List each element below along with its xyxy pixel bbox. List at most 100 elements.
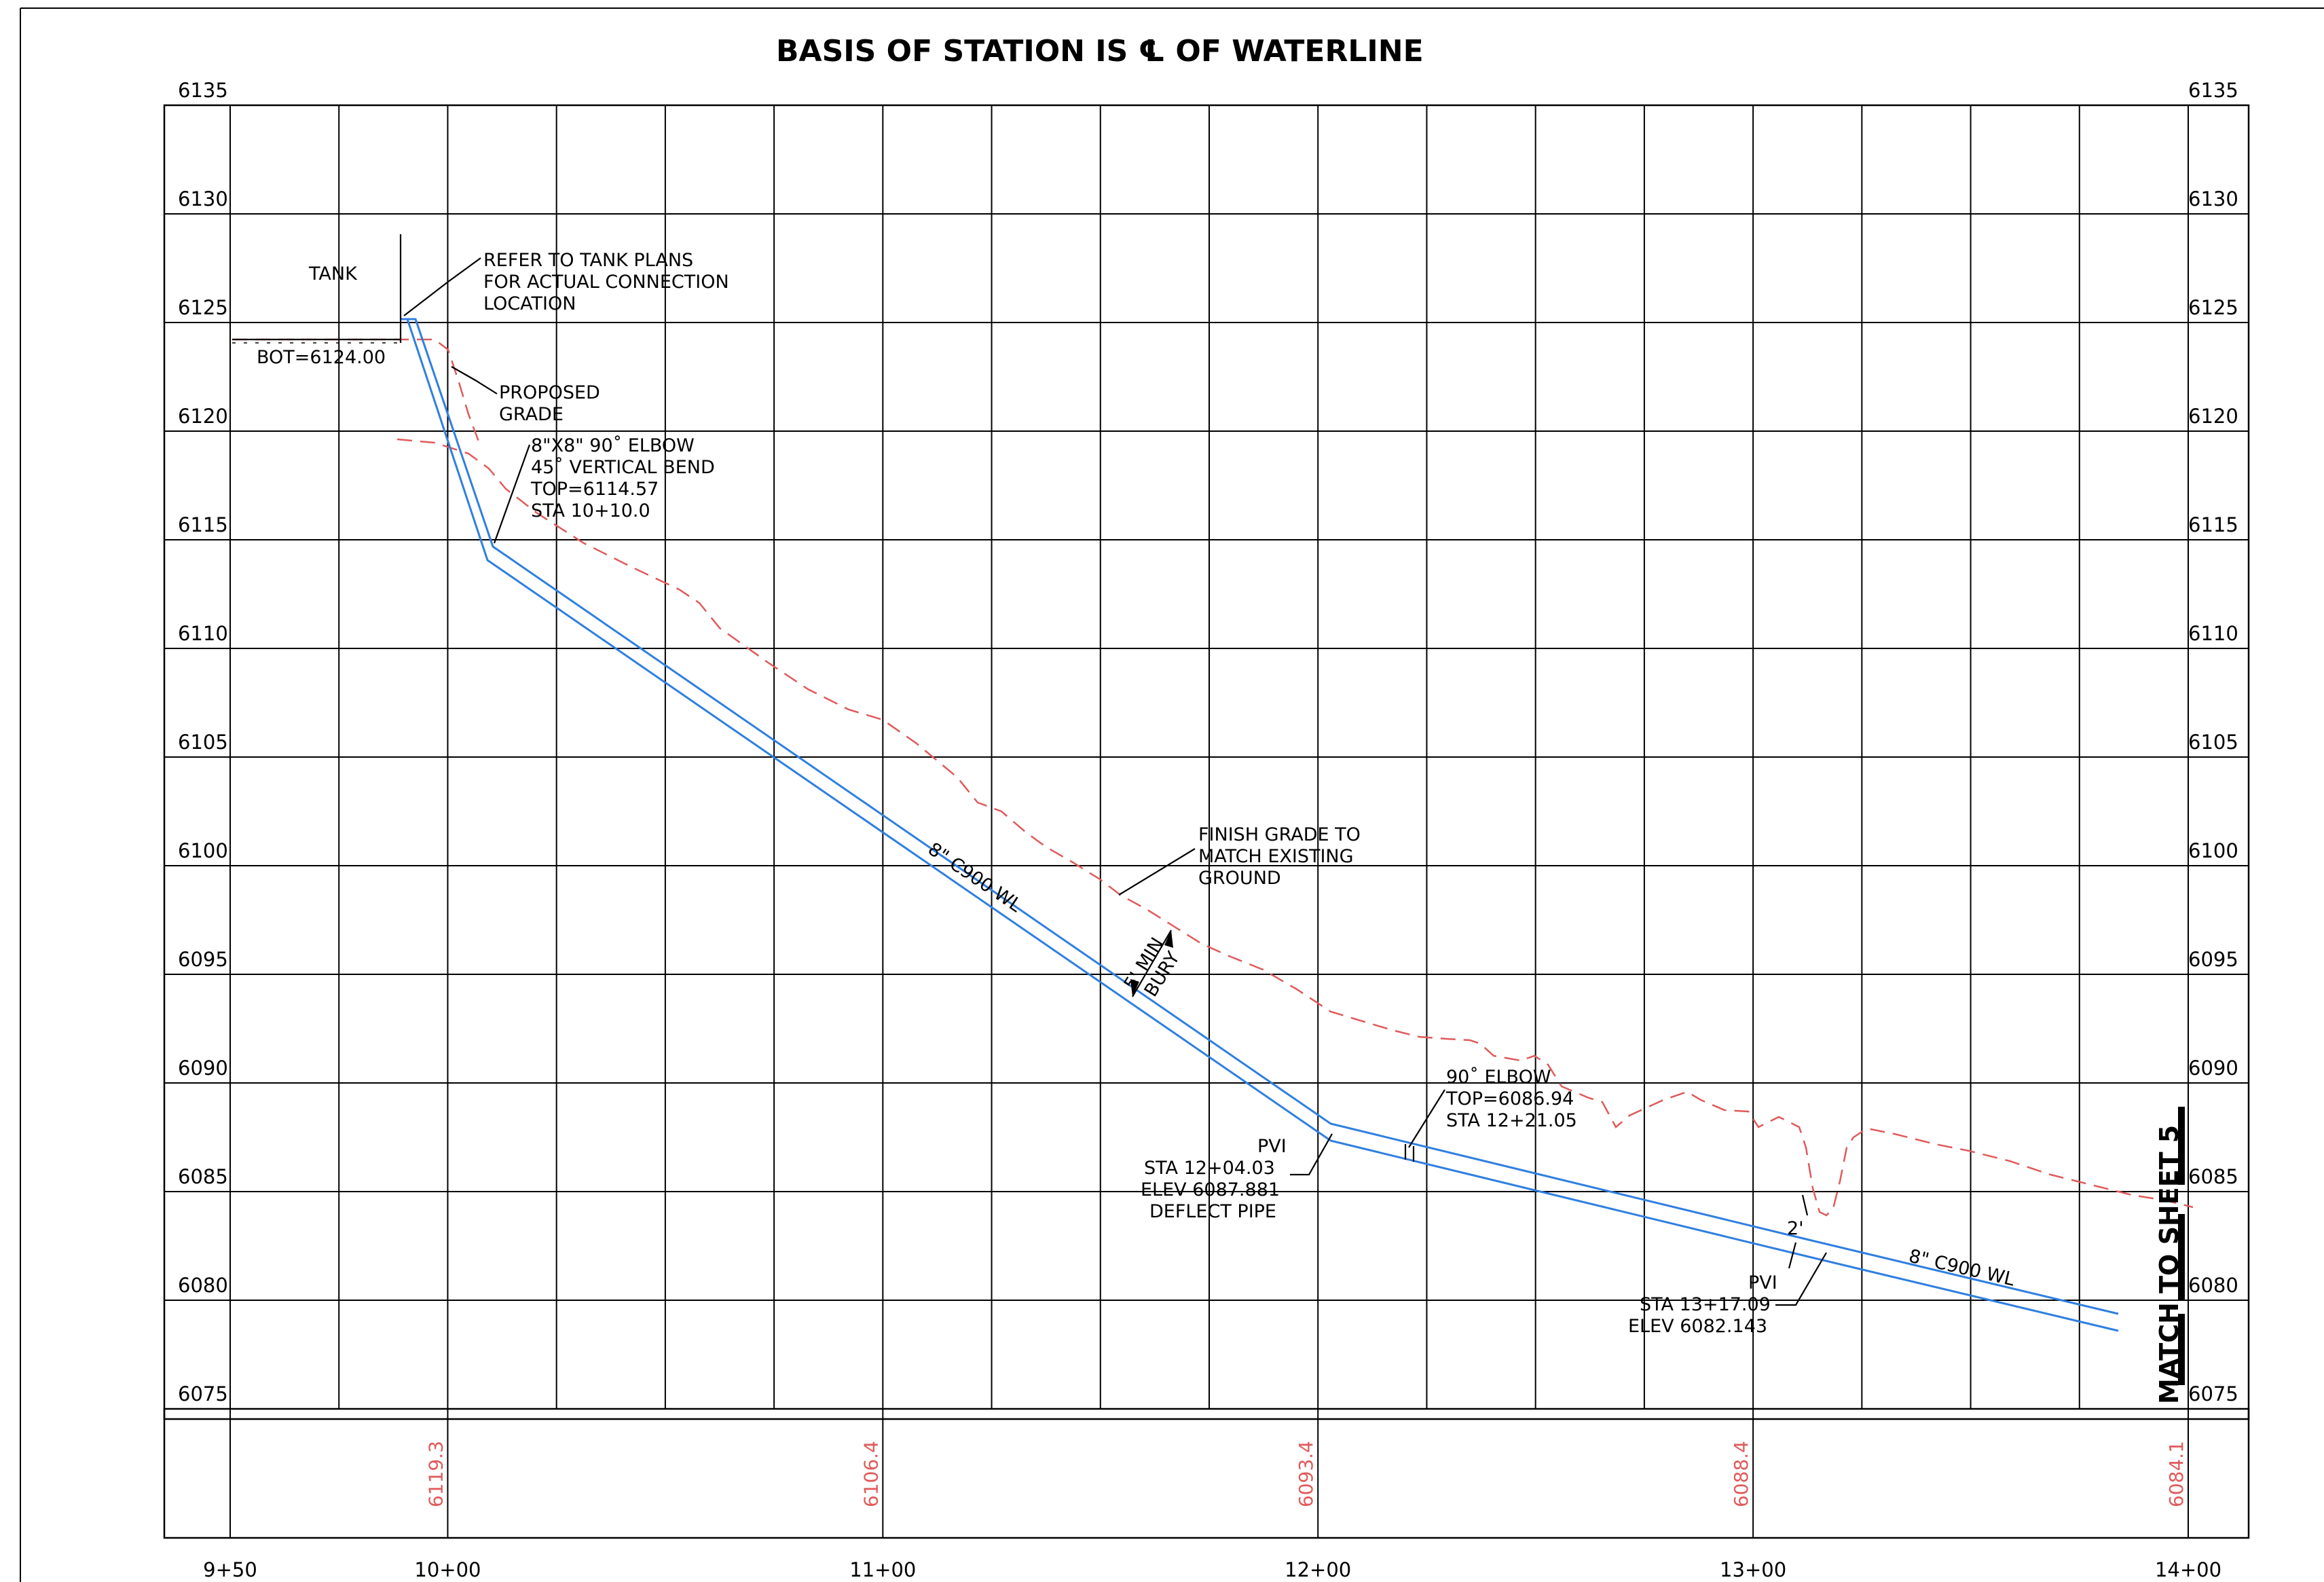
elevation-label-left: 6105 <box>178 731 228 754</box>
tank: TANK BOT=6124.00 <box>232 234 402 368</box>
station-label: 11+00 <box>849 1558 916 1581</box>
match-label: MATCH TO SHEET 5 <box>2154 1125 2184 1404</box>
elevation-label-left: 6100 <box>178 839 228 862</box>
refer-line-3: LOCATION <box>483 293 576 314</box>
bury-arrow-top <box>1164 930 1173 948</box>
dim-2-line-top <box>1801 1194 1809 1216</box>
proposed-grade-note: PROPOSED GRADE <box>451 366 600 425</box>
elevation-label-right: 6095 <box>2188 948 2238 971</box>
elevation-label-left: 6085 <box>178 1165 228 1188</box>
elbow-1-note: 8"X8" 90˚ ELBOW 45˚ VERTICAL BEND TOP=61… <box>493 435 715 544</box>
elevation-label-left: 6110 <box>178 622 228 645</box>
station-label: 9+50 <box>203 1558 257 1581</box>
elevation-label-right: 6090 <box>2188 1056 2238 1080</box>
pvi2-line-1: PVI <box>1748 1272 1777 1293</box>
elbow1-leader <box>493 444 531 544</box>
tank-bottom-elevation: BOT=6124.00 <box>257 347 386 368</box>
pvi2-line-3: ELEV 6082.143 <box>1628 1316 1767 1337</box>
elevation-label-right: 6130 <box>2188 187 2238 210</box>
elbow1-line-1: 8"X8" 90˚ ELBOW <box>531 435 695 456</box>
station-label: 12+00 <box>1285 1558 1351 1581</box>
pvi2-leader <box>1775 1252 1827 1306</box>
elevation-label-left: 6080 <box>178 1274 228 1297</box>
elevation-label-right: 6115 <box>2188 513 2238 536</box>
elbow1-line-4: STA 10+10.0 <box>531 500 650 521</box>
elevation-labels-left: 6135 6130 6125 6120 6115 6110 6105 6100 6095 6090… <box>178 79 228 1405</box>
ground-elevation-label: 6106.4 <box>860 1441 882 1507</box>
finish-line-1: FINISH GRADE TO <box>1198 824 1361 845</box>
two-foot-dimension: 2' <box>1787 1194 1809 1269</box>
bury-dimension-line <box>1132 930 1172 997</box>
elbow2-leader <box>1408 1089 1445 1148</box>
elevation-label-right: 6120 <box>2188 405 2238 428</box>
elevation-label-left: 6135 <box>178 79 228 102</box>
pvi1-line-3: ELEV 6087.881 <box>1141 1179 1280 1200</box>
horizontal-grid-lines <box>164 213 2249 1301</box>
waterline-pipe-top <box>401 318 2119 1315</box>
elevation-label-left: 6095 <box>178 948 228 971</box>
elevation-label-left: 6130 <box>178 187 228 210</box>
grid-frame <box>163 104 2250 1420</box>
existing-grade-line <box>396 438 2194 1217</box>
finish-line-3: GROUND <box>1198 868 1281 889</box>
elevation-label-right: 6100 <box>2188 839 2238 862</box>
ground-elevation-label: 6088.4 <box>1730 1441 1752 1507</box>
elevation-label-left: 6090 <box>178 1056 228 1080</box>
finish-leader <box>1118 848 1196 896</box>
station-labels: 9+50 10+00 11+00 12+00 13+00 14+00 <box>203 1558 2221 1581</box>
ground-elevation-label: 6084.1 <box>2165 1441 2188 1507</box>
elevation-label-left: 6075 <box>178 1382 228 1405</box>
proposed-line-2: GRADE <box>499 404 564 425</box>
elbow1-line-2: 45˚ VERTICAL BEND <box>531 457 715 478</box>
pvi1-leader <box>1290 1133 1333 1176</box>
elbow2-line-1: 90˚ ELBOW <box>1446 1067 1551 1088</box>
ground-elevation-label: 6093.4 <box>1295 1441 1317 1507</box>
elevation-label-right: 6105 <box>2188 731 2238 754</box>
pvi1-line-4: DEFLECT PIPE <box>1149 1201 1276 1222</box>
bury-arrow-bottom <box>1130 979 1139 997</box>
ground-elevation-labels: 6119.3 6106.4 6093.4 6088.4 6084.1 <box>424 1441 2188 1507</box>
refer-line-1: REFER TO TANK PLANS <box>483 250 693 271</box>
tank-label: TANK <box>308 263 358 284</box>
elbow-2-note: 90˚ ELBOW TOP=6086.94 STA 12+21.05 <box>1404 1067 1577 1162</box>
station-label: 14+00 <box>2155 1558 2221 1581</box>
pvi1-line-2: STA 12+04.03 <box>1144 1158 1275 1179</box>
tank-connection-note: REFER TO TANK PLANS FOR ACTUAL CONNECTIO… <box>403 250 729 316</box>
vertical-grid-lines <box>229 105 2189 1538</box>
elbow2-line-3: STA 12+21.05 <box>1446 1110 1577 1131</box>
pvi1-line-1: PVI <box>1257 1136 1287 1157</box>
elevation-label-left: 6120 <box>178 405 228 428</box>
match-line: MATCH TO SHEET 5 <box>2154 1107 2185 1404</box>
dim-2-line-bottom <box>1788 1242 1797 1269</box>
sheet-title: BASIS OF STATION IS ℄ OF WATERLINE <box>776 34 1424 69</box>
pvi-1-note: PVI STA 12+04.03 ELEV 6087.881 DEFLECT P… <box>1141 1133 1333 1222</box>
ground-elevation-label: 6119.3 <box>424 1441 447 1507</box>
finish-grade-note: FINISH GRADE TO MATCH EXISTING GROUND <box>1118 824 1361 896</box>
elbow2-line-2: TOP=6086.94 <box>1445 1088 1574 1109</box>
waterline-pipe-bottom <box>401 318 2119 1332</box>
elevation-label-left: 6125 <box>178 296 228 319</box>
refer-leader <box>403 257 481 316</box>
min-bury-dimension: 5' MIN BURY <box>1120 930 1184 1001</box>
pvi2-line-2: STA 13+17.09 <box>1640 1294 1771 1315</box>
station-label: 10+00 <box>414 1558 481 1581</box>
elevation-label-right: 6125 <box>2188 296 2238 319</box>
profile-grid <box>163 104 2250 1539</box>
ground-elevation-band <box>163 1408 2250 1539</box>
elevation-labels-right: 6135 6130 6125 6120 6115 6110 6105 6100 6095 6090… <box>2188 79 2238 1405</box>
station-label: 13+00 <box>1720 1558 1786 1581</box>
elevation-label-right: 6075 <box>2188 1382 2238 1405</box>
elbow1-line-3: TOP=6114.57 <box>530 479 659 500</box>
elevation-label-right: 6110 <box>2188 622 2238 645</box>
proposed-leader <box>451 366 498 394</box>
elevation-label-right: 6080 <box>2188 1274 2238 1297</box>
pipe-label-1: 8" C900 WL <box>924 839 1025 917</box>
refer-line-2: FOR ACTUAL CONNECTION <box>483 272 729 293</box>
dim-2-label: 2' <box>1787 1218 1804 1239</box>
proposed-line-1: PROPOSED <box>499 382 600 403</box>
elevation-label-right: 6135 <box>2188 79 2238 102</box>
pvi-2-note: PVI STA 13+17.09 ELEV 6082.143 <box>1628 1252 1827 1337</box>
finish-line-2: MATCH EXISTING <box>1198 846 1354 867</box>
elevation-label-left: 6115 <box>178 513 228 536</box>
